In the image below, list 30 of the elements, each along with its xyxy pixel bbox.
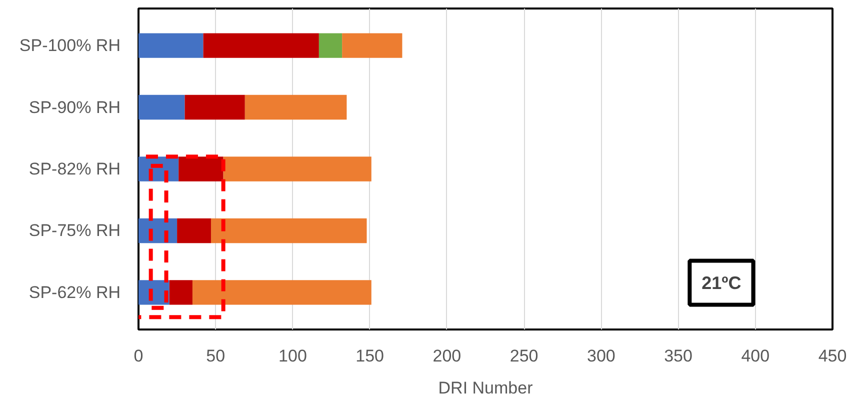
bar xyxy=(138,94,185,120)
bar xyxy=(138,33,204,58)
bar xyxy=(342,33,402,58)
x-tick-label: 100 xyxy=(278,346,307,366)
bar xyxy=(184,94,245,120)
y-tick-label: SP-90% RH xyxy=(28,98,120,117)
bar xyxy=(244,94,347,120)
x-axis-title: DRI Number xyxy=(438,378,534,398)
bar xyxy=(169,280,192,305)
y-tick-label: SP-62% RH xyxy=(28,282,120,302)
bar xyxy=(318,33,342,58)
bar xyxy=(192,280,372,305)
x-tick-label: 0 xyxy=(134,346,144,366)
x-tick-label: 50 xyxy=(206,346,226,366)
y-tick-label: SP-100% RH xyxy=(19,36,121,56)
bar xyxy=(223,156,372,182)
bar xyxy=(178,156,224,182)
y-tick-label: SP-82% RH xyxy=(28,160,120,178)
x-tick-label: 250 xyxy=(510,346,538,366)
x-tick-label: 150 xyxy=(356,346,384,366)
x-tick-label: 200 xyxy=(432,346,462,366)
bar xyxy=(177,218,211,244)
x-tick-label: 450 xyxy=(818,346,847,366)
annotation: 21ºC xyxy=(702,272,742,293)
x-tick-label: 350 xyxy=(664,346,692,366)
x-tick-label: 300 xyxy=(586,346,616,366)
y-tick-label: SP-75% RH xyxy=(28,221,120,240)
bar xyxy=(203,33,319,58)
bar xyxy=(210,218,367,244)
x-tick-label: 400 xyxy=(741,346,770,366)
